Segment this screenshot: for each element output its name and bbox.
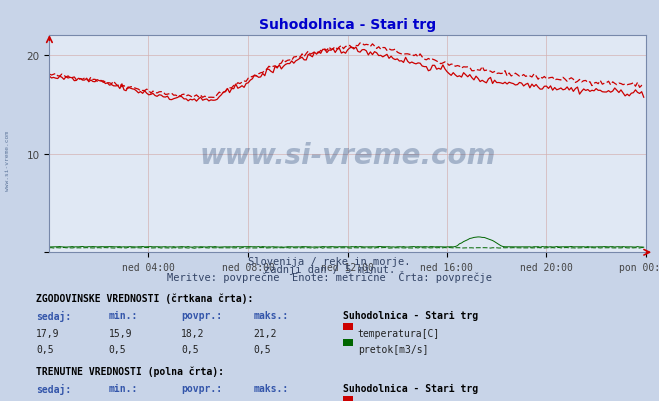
- Text: TRENUTNE VREDNOSTI (polna črta):: TRENUTNE VREDNOSTI (polna črta):: [36, 365, 224, 376]
- Text: temperatura[C]: temperatura[C]: [358, 328, 440, 338]
- Text: min.:: min.:: [109, 383, 138, 393]
- Text: min.:: min.:: [109, 310, 138, 320]
- Text: 0,5: 0,5: [36, 344, 54, 354]
- Text: Slovenija / reke in morje.: Slovenija / reke in morje.: [248, 256, 411, 266]
- Text: 17,9: 17,9: [36, 328, 60, 338]
- Text: Suhodolnica - Stari trg: Suhodolnica - Stari trg: [343, 383, 478, 393]
- Text: 21,2: 21,2: [254, 328, 277, 338]
- Text: maks.:: maks.:: [254, 383, 289, 393]
- Title: Suhodolnica - Stari trg: Suhodolnica - Stari trg: [259, 18, 436, 32]
- Text: www.si-vreme.com: www.si-vreme.com: [5, 130, 11, 190]
- Text: ZGODOVINSKE VREDNOSTI (črtkana črta):: ZGODOVINSKE VREDNOSTI (črtkana črta):: [36, 293, 254, 303]
- Text: 15,9: 15,9: [109, 328, 132, 338]
- Text: 18,2: 18,2: [181, 328, 205, 338]
- Text: povpr.:: povpr.:: [181, 383, 222, 393]
- Text: www.si-vreme.com: www.si-vreme.com: [200, 141, 496, 169]
- Text: sedaj:: sedaj:: [36, 310, 71, 322]
- Text: 0,5: 0,5: [109, 344, 127, 354]
- Text: Meritve: povprečne  Enote: metrične  Črta: povprečje: Meritve: povprečne Enote: metrične Črta:…: [167, 270, 492, 282]
- Text: Suhodolnica - Stari trg: Suhodolnica - Stari trg: [343, 310, 478, 320]
- Text: pretok[m3/s]: pretok[m3/s]: [358, 344, 428, 354]
- Text: povpr.:: povpr.:: [181, 310, 222, 320]
- Text: zadnji dan / 5 minut.: zadnji dan / 5 minut.: [264, 264, 395, 274]
- Text: maks.:: maks.:: [254, 310, 289, 320]
- Text: 0,5: 0,5: [181, 344, 199, 354]
- Text: sedaj:: sedaj:: [36, 383, 71, 394]
- Text: 0,5: 0,5: [254, 344, 272, 354]
